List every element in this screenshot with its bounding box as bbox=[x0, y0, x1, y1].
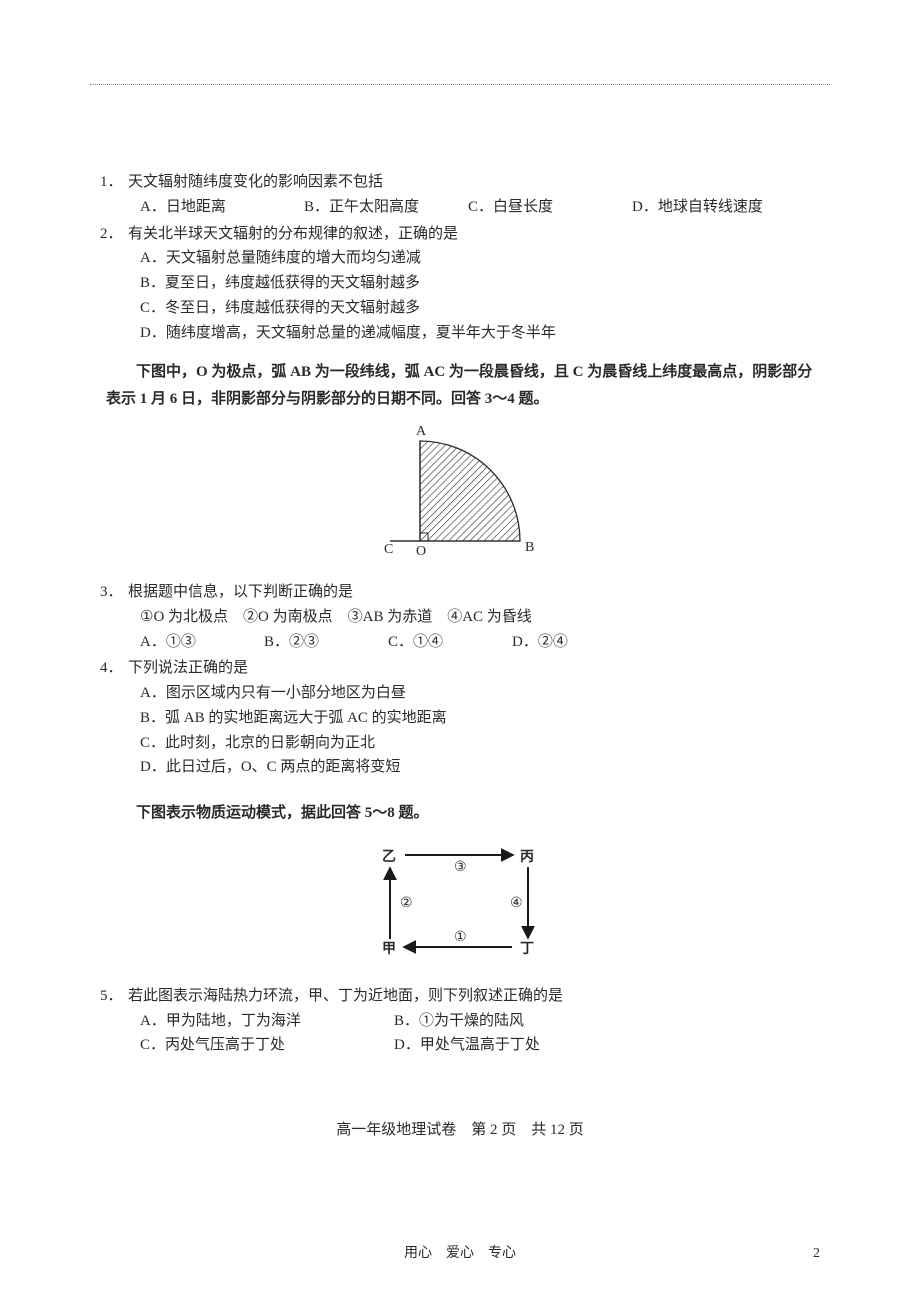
label-c1: ① bbox=[454, 930, 467, 945]
figure-polar: A B C O bbox=[100, 421, 820, 570]
q4-stem: 下列说法正确的是 bbox=[128, 656, 248, 681]
q2-opt-d: D．随纬度增高，天文辐射总量的递减幅度，夏半年大于冬半年 bbox=[140, 321, 816, 346]
bottom-motto: 用心 爱心 专心 bbox=[0, 1242, 920, 1262]
q1-opt-b: B．正午太阳高度 bbox=[304, 195, 464, 220]
polar-diagram-svg: A B C O bbox=[370, 421, 550, 561]
top-rule bbox=[90, 84, 830, 85]
label-jia: 甲 bbox=[382, 941, 396, 957]
q3-opt-b: B．②③ bbox=[264, 630, 384, 655]
page-footer: 高一年级地理试卷 第 2 页 共 12 页 bbox=[100, 1118, 820, 1143]
q1-options: A．日地距离 B．正午太阳高度 C．白昼长度 D．地球自转线速度 bbox=[100, 195, 820, 220]
circulation-diagram-svg: 乙 丙 甲 丁 ③ ② ④ ① bbox=[360, 835, 560, 965]
q3-options: A．①③ B．②③ C．①④ D．②④ bbox=[100, 630, 820, 655]
q1-stem: 天文辐射随纬度变化的影响因素不包括 bbox=[128, 170, 383, 195]
label-A: A bbox=[416, 424, 427, 439]
question-4: 4． 下列说法正确的是 A．图示区域内只有一小部分地区为白昼 B．弧 AB 的实… bbox=[100, 656, 820, 780]
q2-options: A．天文辐射总量随纬度的增大而均匀递减 B．夏至日，纬度越低获得的天文辐射越多 … bbox=[100, 246, 820, 345]
label-bing: 丙 bbox=[520, 849, 534, 865]
q1-opt-a: A．日地距离 bbox=[140, 195, 300, 220]
q2-num: 2． bbox=[100, 222, 128, 247]
q1-opt-c: C．白昼长度 bbox=[468, 195, 628, 220]
q5-stem: 若此图表示海陆热力环流，甲、丁为近地面，则下列叙述正确的是 bbox=[128, 984, 563, 1009]
q3-opt-d: D．②④ bbox=[512, 630, 632, 655]
label-O: O bbox=[416, 544, 426, 559]
question-1: 1． 天文辐射随纬度变化的影响因素不包括 A．日地距离 B．正午太阳高度 C．白… bbox=[100, 170, 820, 220]
q2-opt-b: B．夏至日，纬度越低获得的天文辐射越多 bbox=[140, 271, 816, 296]
label-yi: 乙 bbox=[382, 849, 396, 865]
question-3: 3． 根据题中信息，以下判断正确的是 ①O 为北极点 ②O 为南极点 ③AB 为… bbox=[100, 580, 820, 654]
q4-opt-d: D．此日过后，O、C 两点的距离将变短 bbox=[140, 755, 816, 780]
label-B: B bbox=[525, 540, 534, 555]
q3-circled: ①O 为北极点 ②O 为南极点 ③AB 为赤道 ④AC 为昏线 bbox=[100, 605, 820, 630]
q2-opt-c: C．冬至日，纬度越低获得的天文辐射越多 bbox=[140, 296, 816, 321]
q4-opt-a: A．图示区域内只有一小部分地区为白昼 bbox=[140, 681, 816, 706]
q4-num: 4． bbox=[100, 656, 128, 681]
intro-q3-4: 下图中，O 为极点，弧 AB 为一段纬线，弧 AC 为一段晨昏线，且 C 为晨昏… bbox=[100, 359, 820, 413]
q2-opt-a: A．天文辐射总量随纬度的增大而均匀递减 bbox=[140, 246, 816, 271]
exam-content: 1． 天文辐射随纬度变化的影响因素不包括 A．日地距离 B．正午太阳高度 C．白… bbox=[100, 170, 820, 1143]
label-c2: ② bbox=[400, 896, 413, 911]
q4-options: A．图示区域内只有一小部分地区为白昼 B．弧 AB 的实地距离远大于弧 AC 的… bbox=[100, 681, 820, 780]
label-c4: ④ bbox=[510, 896, 523, 911]
label-C: C bbox=[384, 542, 393, 557]
label-c3: ③ bbox=[454, 860, 467, 875]
question-5: 5． 若此图表示海陆热力环流，甲、丁为近地面，则下列叙述正确的是 A．甲为陆地，… bbox=[100, 984, 820, 1058]
q3-opt-a: A．①③ bbox=[140, 630, 260, 655]
q3-opt-c: C．①④ bbox=[388, 630, 508, 655]
label-ding: 丁 bbox=[520, 942, 534, 957]
q5-opt-b: B．①为干燥的陆风 bbox=[394, 1009, 644, 1034]
bottom-page-num: 2 bbox=[813, 1246, 820, 1262]
q4-opt-c: C．此时刻，北京的日影朝向为正北 bbox=[140, 731, 816, 756]
q5-options: A．甲为陆地，丁为海洋 B．①为干燥的陆风 C．丙处气压高于丁处 D．甲处气温高… bbox=[100, 1009, 820, 1059]
figure-circulation: 乙 丙 甲 丁 ③ ② ④ ① bbox=[100, 835, 820, 974]
q3-num: 3． bbox=[100, 580, 128, 605]
q2-stem: 有关北半球天文辐射的分布规律的叙述，正确的是 bbox=[128, 222, 458, 247]
q4-opt-b: B．弧 AB 的实地距离远大于弧 AC 的实地距离 bbox=[140, 706, 816, 731]
q5-num: 5． bbox=[100, 984, 128, 1009]
q5-opt-c: C．丙处气压高于丁处 bbox=[140, 1033, 390, 1058]
intro-q5-8: 下图表示物质运动模式，据此回答 5～8 题。 bbox=[100, 800, 820, 827]
q1-opt-d: D．地球自转线速度 bbox=[632, 195, 792, 220]
q5-opt-a: A．甲为陆地，丁为海洋 bbox=[140, 1009, 390, 1034]
q3-stem: 根据题中信息，以下判断正确的是 bbox=[128, 580, 353, 605]
q1-num: 1． bbox=[100, 170, 128, 195]
question-2: 2． 有关北半球天文辐射的分布规律的叙述，正确的是 A．天文辐射总量随纬度的增大… bbox=[100, 222, 820, 346]
q5-opt-d: D．甲处气温高于丁处 bbox=[394, 1033, 644, 1058]
